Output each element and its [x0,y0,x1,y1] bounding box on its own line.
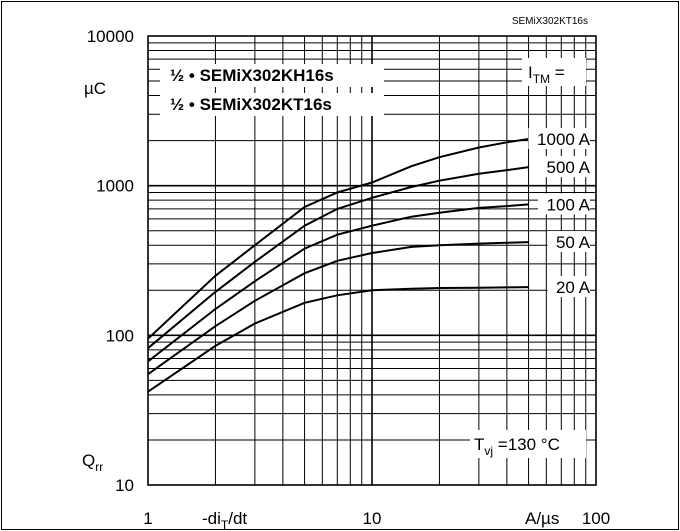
y-tick-label: 1000 [96,177,134,196]
legend-item-1: ½ • SEMiX302KH16s [170,66,334,85]
temperature-label: Tvj =130 °C [474,435,560,458]
legend-bg-2 [160,93,384,116]
current-label: ITM = [528,63,565,86]
x-tick-labels: 1 10 100 [143,509,610,528]
series-curve [147,286,529,393]
part-label: SEMiX302KT16s [512,16,588,27]
curve-labels: 1000 A 500 A 100 A 50 A 20 A [528,128,591,298]
x-tick-label: 10 [363,509,382,528]
y-tick-label: 10000 [87,27,134,46]
series-label-bg [538,156,590,178]
y-tick-label: 100 [106,326,134,345]
series-label-bg [538,193,590,215]
temperature-label-bg [470,430,586,458]
curves [147,138,529,393]
x-tick-label: 100 [582,509,610,528]
legend-item-2: ½ • SEMiX302KT16s [170,95,332,114]
legend-bg-1 [160,64,384,87]
x-unit-label: A/µs [525,509,559,528]
y-axis-label: Qrr [82,451,103,474]
y-tick-labels: 10000 1000 100 10 [87,27,134,495]
x-tick-label: 1 [143,509,152,528]
plot-area-border [147,35,597,486]
series-label-bg [528,128,590,150]
series-label: 50 A [556,233,591,252]
y-tick-label: 10 [115,476,134,495]
series-label: 100 A [547,195,591,214]
series-label: 1000 A [537,130,591,149]
series-label-bg [547,276,590,298]
series-label-bg [547,231,590,253]
series-curve [147,166,529,349]
series-curve [147,241,529,376]
series-curve [147,138,529,340]
series-label: 500 A [547,158,591,177]
series-label: 20 A [556,278,591,297]
x-axis-label: -diT/dt [202,509,247,531]
y-unit-label: µC [84,79,106,98]
series-curve [147,203,529,363]
current-label-bg [522,58,586,86]
